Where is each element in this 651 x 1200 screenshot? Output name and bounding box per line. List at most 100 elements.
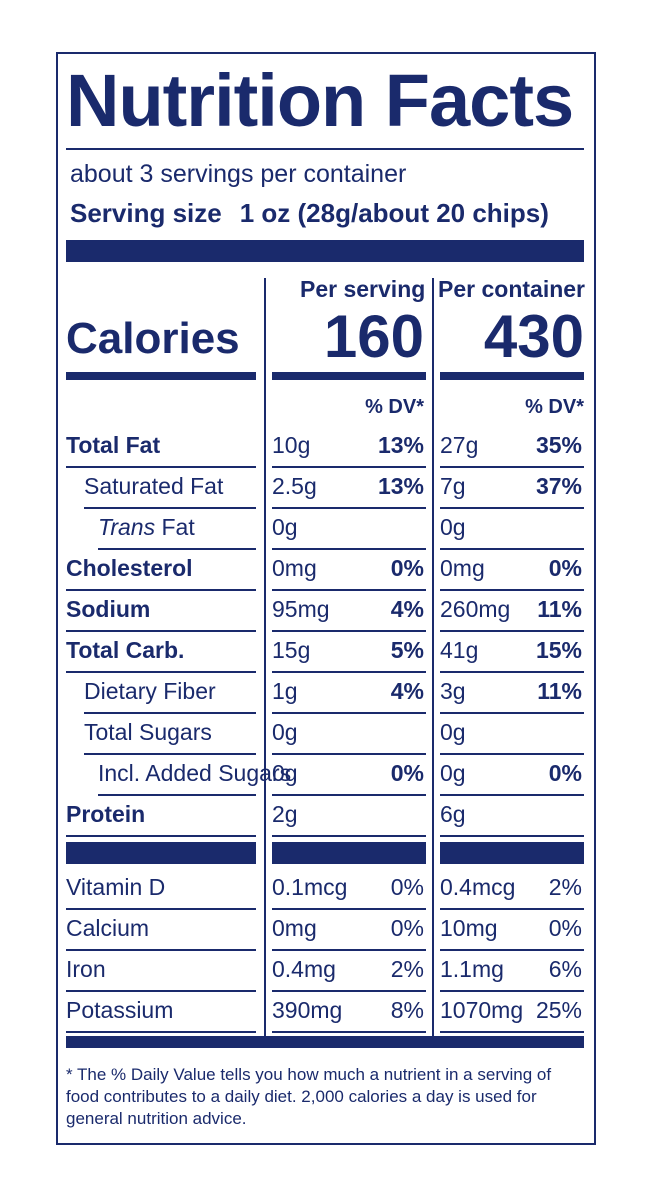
nutrient-row: Sodium 95mg 4% 260mg 11% (66, 590, 584, 631)
nutrient-name: Total Fat (66, 432, 161, 458)
nutrient-row: Trans Fat 0g 0g (66, 508, 584, 549)
nutrient-row-divider (272, 753, 426, 755)
trans-italic: Trans (98, 514, 156, 540)
nutrient-row-divider (272, 466, 426, 468)
vitamin-row-divider (66, 949, 256, 951)
nutrient-container-amount: 0g (440, 719, 466, 745)
calories-rule-right (440, 372, 584, 380)
nutrient-row-divider (84, 507, 256, 509)
nutrient-container-dv: 35% (535, 432, 582, 458)
per-container-header: Per container (438, 276, 585, 302)
trans-rest: Fat (155, 514, 195, 540)
nutrient-row-divider (84, 753, 256, 755)
vitamin-name: Vitamin D (66, 874, 166, 900)
nutrient-name: Dietary Fiber (84, 678, 216, 704)
vitamin-name: Iron (66, 956, 106, 982)
nutrient-row: Dietary Fiber 1g 4% 3g 11% (66, 672, 584, 713)
thick-rule-bottom (66, 1036, 584, 1048)
vitamin-serving-amount: 0.1mcg (272, 874, 348, 900)
per-serving-header: Per serving (300, 276, 426, 302)
vitamin-name: Potassium (66, 997, 174, 1023)
nutrition-label-border (56, 52, 596, 1145)
nutrient-container-amount: 0g (440, 514, 466, 540)
nutrient-serving-amount: 95mg (272, 596, 330, 622)
vitamin-container-dv: 2% (548, 874, 582, 900)
dv-header-container: % DV* (525, 396, 584, 418)
nutrient-row-divider (66, 671, 256, 673)
nutrient-container-amount: 7g (440, 473, 466, 499)
vitamin-bar-left (66, 842, 256, 864)
nutrient-serving-dv: 13% (377, 432, 424, 458)
vitamin-serving-dv: 8% (390, 997, 424, 1023)
nutrient-row-divider (440, 466, 584, 468)
vitamin-row: Potassium 390mg 8% 1070mg 25% (66, 991, 584, 1032)
nutrient-serving-amount: 15g (272, 637, 311, 663)
nutrient-row-divider (66, 589, 256, 591)
nutrient-row-divider (272, 630, 426, 632)
nutrient-row-divider (440, 753, 584, 755)
vitamin-row-divider (440, 949, 584, 951)
nutrient-serving-dv: 0% (390, 555, 424, 581)
nutrient-row-divider (272, 507, 426, 509)
vitamin-serving-amount: 0.4mg (272, 956, 336, 982)
vitamin-serving-dv: 0% (390, 874, 424, 900)
nutrient-row: Total Carb. 15g 5% 41g 15% (66, 631, 584, 672)
vitamin-container-amount: 1.1mg (440, 956, 504, 982)
vitamin-row-divider (272, 990, 426, 992)
vitamin-serving-dv: 0% (390, 915, 424, 941)
nutrient-row-divider (440, 835, 584, 837)
vitamin-container-dv: 25% (535, 997, 582, 1023)
nutrient-serving-amount: 2g (272, 801, 298, 827)
nutrient-serving-amount: 10g (272, 432, 311, 458)
vitamin-row-divider (272, 949, 426, 951)
nutrient-row: Cholesterol 0mg 0% 0mg 0% (66, 549, 584, 590)
nutrient-row-divider (272, 589, 426, 591)
nutrient-row-divider (272, 712, 426, 714)
nutrient-container-amount: 260mg (440, 596, 511, 622)
nutrient-serving-dv: 5% (390, 637, 424, 663)
nutrient-serving-amount: 2.5g (272, 473, 317, 499)
nutrient-container-dv: 11% (537, 596, 582, 622)
vitamin-row-divider (66, 990, 256, 992)
calories-per-serving: 160 (323, 303, 424, 370)
thick-rule-top (66, 240, 584, 262)
nutrient-serving-dv: 4% (390, 678, 424, 704)
nutrient-serving-amount: 0g (272, 514, 298, 540)
nutrient-row-divider (272, 835, 426, 837)
vitamin-serving-amount: 0mg (272, 915, 317, 941)
nutrient-row-divider (98, 794, 256, 796)
vitamin-bar-right (440, 842, 584, 864)
vitamin-serving-amount: 390mg (272, 997, 343, 1023)
nutrient-row: Total Sugars 0g 0g (66, 713, 584, 754)
vitamin-container-dv: 6% (548, 956, 582, 982)
nutrient-container-amount: 0mg (440, 555, 485, 581)
nutrient-serving-dv: 13% (377, 473, 424, 499)
nutrient-name: Saturated Fat (84, 473, 224, 499)
vitamin-container-amount: 1070mg (440, 997, 524, 1023)
nutrient-name: Incl. Added Sugars (98, 760, 292, 786)
nutrient-serving-amount: 0mg (272, 555, 317, 581)
nutrient-row-divider (66, 835, 256, 837)
calories-rule-left (66, 372, 256, 380)
nutrient-container-dv: 0% (548, 760, 582, 786)
vitamin-name: Calcium (66, 915, 150, 941)
vitamin-row-divider (272, 908, 426, 910)
nutrient-row-divider (272, 548, 426, 550)
serving-size: Serving size 1 oz (28g/about 20 chips) (70, 198, 549, 229)
vitamin-row-divider (440, 908, 584, 910)
nutrient-serving-amount: 0g (272, 760, 298, 786)
nutrient-name: Cholesterol (66, 555, 193, 581)
nutrient-row: Incl. Added Sugars 0g 0% 0g 0% (66, 754, 584, 795)
nutrient-name: Total Carb. (66, 637, 185, 663)
nutrient-row-divider (272, 794, 426, 796)
vitamin-container-amount: 10mg (440, 915, 498, 941)
vitamin-row: Iron 0.4mg 2% 1.1mg 6% (66, 950, 584, 991)
nutrient-name: Protein (66, 801, 146, 827)
nutrient-row: Saturated Fat 2.5g 13% 7g 37% (66, 467, 584, 508)
nutrient-row-divider (66, 630, 256, 632)
calories-per-container: 430 (483, 303, 584, 370)
nutrient-container-amount: 6g (440, 801, 466, 827)
vitamin-serving-dv: 2% (390, 956, 424, 982)
vitamin-container-dv: 0% (548, 915, 582, 941)
nutrient-row: Protein 2g 6g (66, 795, 584, 836)
